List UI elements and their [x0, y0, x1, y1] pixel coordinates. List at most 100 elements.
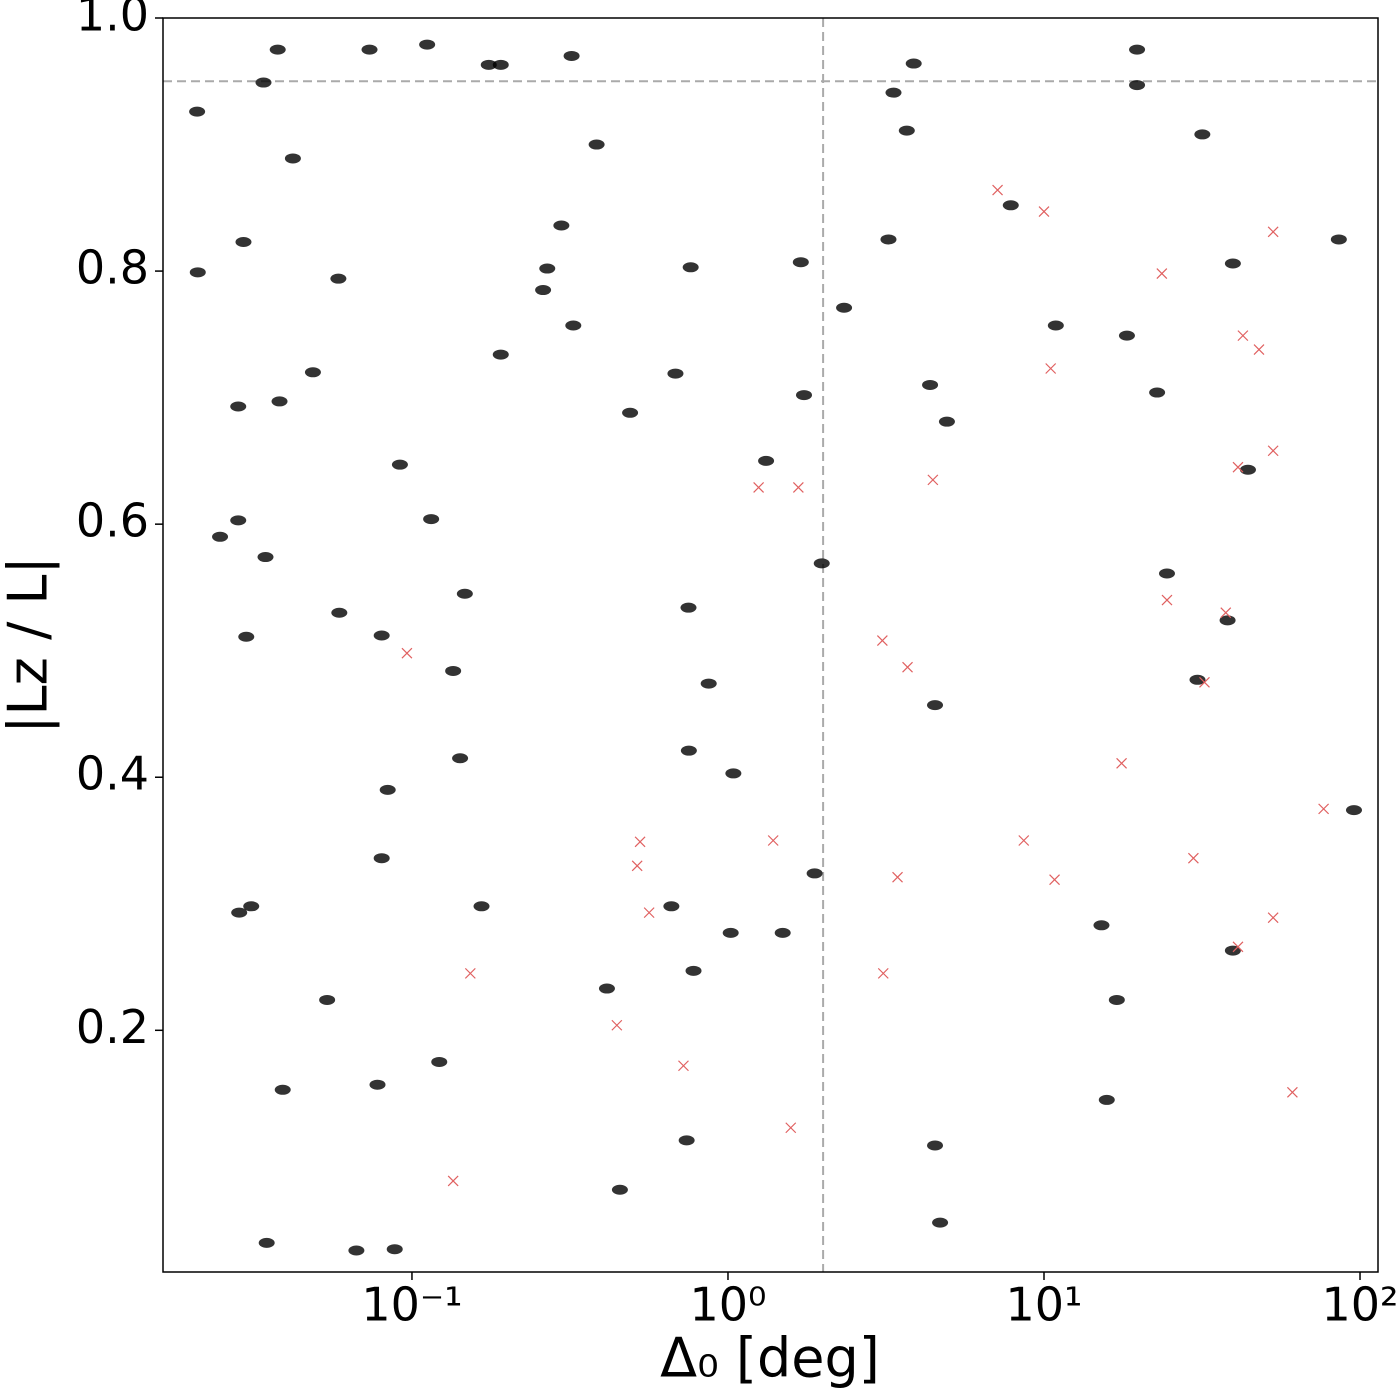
y-tick-label: 0.2 [76, 1000, 149, 1054]
point-cluster [373, 853, 390, 864]
x-marker [401, 647, 413, 659]
y-tick-label: 0.4 [76, 747, 149, 801]
point-cluster [1118, 330, 1135, 341]
point-cluster [932, 1217, 949, 1228]
x-marker [643, 907, 655, 919]
x-marker [767, 835, 779, 846]
point-cluster [1224, 258, 1241, 269]
point-cluster [271, 396, 288, 407]
x-marker [631, 860, 643, 872]
point-cluster [445, 665, 462, 676]
x-marker [892, 871, 903, 883]
point-cluster [898, 125, 915, 136]
point-cluster [1093, 920, 1110, 931]
point-cluster [348, 1245, 365, 1256]
point-cluster [667, 368, 684, 379]
x-tick-label: 10² [1322, 1278, 1399, 1332]
x-marker [1156, 268, 1168, 280]
point-cluster [212, 531, 229, 542]
y-axis-label: |Lz / L| [0, 556, 60, 733]
point-cluster [685, 965, 702, 976]
x-marker [1267, 445, 1279, 457]
point-cluster [1098, 1094, 1115, 1105]
point-cluster [806, 868, 823, 879]
point-cluster [235, 236, 252, 247]
point-cluster [611, 1184, 628, 1195]
point-cluster [361, 44, 378, 55]
x-marker [753, 482, 765, 493]
x-marker [1253, 344, 1265, 355]
point-cluster [563, 50, 580, 61]
point-cluster [1219, 615, 1236, 626]
x-marker [447, 1175, 459, 1187]
point-cluster [758, 455, 775, 466]
point-cluster [230, 401, 247, 412]
point-cluster [379, 784, 396, 795]
point-cluster [905, 58, 922, 69]
x-tick-label: 10¹ [1006, 1278, 1083, 1332]
point-cluster [700, 678, 717, 689]
x-marker [1161, 594, 1173, 606]
x-marker [1232, 461, 1244, 473]
point-cluster [792, 257, 809, 268]
point-cluster [1129, 44, 1146, 55]
x-marker [1045, 363, 1057, 374]
x-marker [464, 967, 476, 979]
point-cluster [331, 607, 348, 618]
point-cluster [1149, 387, 1166, 398]
point-cluster [274, 1084, 291, 1095]
point-cluster [231, 907, 248, 918]
point-cluster [452, 753, 469, 764]
point-cluster [885, 87, 902, 98]
plot-frame [162, 17, 1379, 1273]
x-marker [1220, 607, 1232, 619]
point-cluster [369, 1079, 386, 1090]
y-tick-label: 0.6 [76, 494, 149, 548]
x-marker [1286, 1086, 1298, 1098]
x-marker [1199, 676, 1210, 688]
point-cluster [189, 267, 206, 278]
point-cluster [419, 39, 436, 50]
point-cluster [598, 983, 615, 994]
point-cluster [678, 1135, 695, 1146]
x-marker [611, 1019, 623, 1031]
point-cluster [1002, 200, 1019, 211]
x-marker [1232, 941, 1244, 953]
point-cluster [663, 901, 680, 912]
point-cluster [257, 552, 274, 563]
point-cluster [1129, 80, 1146, 91]
x-marker [1237, 330, 1249, 342]
point-cluster [722, 927, 739, 938]
point-cluster [1108, 994, 1125, 1005]
point-cluster [269, 44, 286, 55]
point-cluster [189, 106, 206, 117]
point-cluster [535, 285, 552, 296]
point-cluster [680, 745, 697, 756]
point-cluster [938, 416, 955, 427]
x-marker [1018, 835, 1030, 846]
point-cluster [284, 153, 301, 164]
x-marker [1049, 874, 1060, 886]
point-cluster [1345, 805, 1362, 816]
x-marker [927, 474, 939, 486]
x-marker [902, 661, 913, 673]
point-cluster [1047, 320, 1064, 331]
point-cluster [230, 515, 247, 526]
point-cluster [1158, 568, 1175, 579]
point-cluster [473, 901, 490, 912]
point-cluster [480, 59, 497, 70]
point-cluster [258, 1237, 275, 1248]
point-cluster [565, 320, 582, 331]
point-cluster [1189, 674, 1206, 685]
x-marker [678, 1060, 689, 1072]
point-cluster [492, 59, 509, 70]
point-cluster [456, 588, 473, 599]
x-marker [877, 967, 889, 979]
point-cluster [927, 700, 944, 711]
x-marker [1187, 852, 1199, 864]
x-marker [1267, 912, 1279, 924]
point-cluster [553, 220, 570, 231]
point-cluster [1194, 129, 1211, 140]
x-marker [1267, 226, 1279, 238]
y-tick-label: 1.0 [76, 0, 149, 42]
